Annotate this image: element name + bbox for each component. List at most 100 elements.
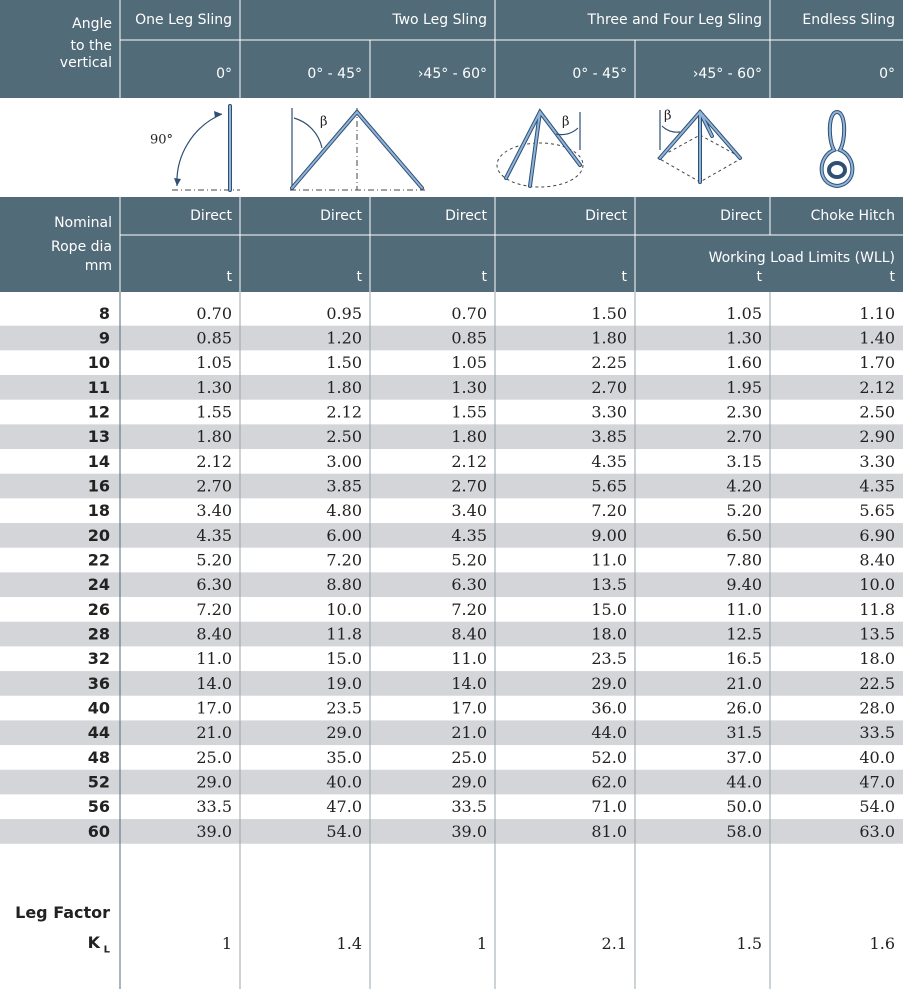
rope-diameter: 20 xyxy=(88,526,110,545)
wll-value: 1.70 xyxy=(859,353,895,372)
wll-value: 3.15 xyxy=(726,452,762,471)
wll-value: 15.0 xyxy=(326,649,362,668)
wll-value: 0.95 xyxy=(326,304,362,323)
row-bg xyxy=(0,523,903,548)
base-square xyxy=(656,134,744,183)
wll-value: 54.0 xyxy=(859,797,895,816)
angle: 0° - 45° xyxy=(307,66,362,82)
wll-value: 14.0 xyxy=(451,674,487,693)
wll-value: 2.12 xyxy=(451,452,487,471)
wll-value: 2.12 xyxy=(326,403,362,422)
wll-value: 47.0 xyxy=(859,773,895,792)
wll-value: 3.30 xyxy=(591,403,627,422)
diameter-label: mm xyxy=(85,258,112,274)
wll-value: 1.55 xyxy=(196,403,232,422)
wll-value: 12.5 xyxy=(726,625,762,644)
wll-value: 17.0 xyxy=(451,699,487,718)
unit: t xyxy=(622,269,628,285)
wll-value: 2.12 xyxy=(859,378,895,397)
row-bg xyxy=(0,671,903,696)
wll-value: 4.35 xyxy=(859,477,895,496)
endless-eye xyxy=(827,161,847,179)
diagram-label: β xyxy=(664,109,672,124)
unit: t xyxy=(482,269,488,285)
wll-value: 17.0 xyxy=(196,699,232,718)
angle-arc xyxy=(176,113,223,187)
wll-value: 13.5 xyxy=(591,575,627,594)
rope-diameter: 9 xyxy=(99,329,110,348)
leg-factor-value: 2.1 xyxy=(602,934,627,953)
sling-legs xyxy=(505,110,581,187)
wll-value: 8.40 xyxy=(196,625,232,644)
rope-diameter: 11 xyxy=(88,378,110,397)
unit: t xyxy=(357,269,363,285)
wll-value: 2.90 xyxy=(859,427,895,446)
rope-diameter: 60 xyxy=(88,822,110,841)
wll-value: 18.0 xyxy=(859,649,895,668)
row-bg xyxy=(0,769,903,795)
method: Direct xyxy=(190,208,232,224)
wll-value: 1.60 xyxy=(726,353,762,372)
wll-value: 21.0 xyxy=(726,674,762,693)
wll-value: 28.0 xyxy=(859,699,895,718)
rope-diameter: 56 xyxy=(88,797,110,816)
rope-diameter: 12 xyxy=(88,403,110,422)
leg-factor-value: 1.5 xyxy=(737,934,762,953)
rope-diameter: 16 xyxy=(88,477,110,496)
rope-diameter: 18 xyxy=(88,501,110,520)
row-bg xyxy=(0,473,903,499)
wll-value: 35.0 xyxy=(326,748,362,767)
wll-value: 1.55 xyxy=(451,403,487,422)
wll-value: 1.80 xyxy=(326,378,362,397)
wll-value: 4.80 xyxy=(326,501,362,520)
wll-value: 5.65 xyxy=(591,477,627,496)
wll-value: 11.0 xyxy=(726,600,762,619)
wll-value: 25.0 xyxy=(196,748,232,767)
wll-value: 2.30 xyxy=(726,403,762,422)
wll-value: 11.0 xyxy=(451,649,487,668)
wll-value: 15.0 xyxy=(591,600,627,619)
rope-diameter: 52 xyxy=(88,773,110,792)
wll-value: 2.70 xyxy=(196,477,232,496)
wll-value: 3.40 xyxy=(451,501,487,520)
unit: t xyxy=(890,269,896,285)
angle-arc xyxy=(555,127,579,136)
rope-diameter: 32 xyxy=(88,649,110,668)
wll-value: 62.0 xyxy=(591,773,627,792)
arrow-heads xyxy=(174,111,222,186)
wll-value: 2.70 xyxy=(591,378,627,397)
leg-factor-value: 1 xyxy=(477,934,487,953)
angle-label: vertical xyxy=(60,55,112,71)
wll-value: 1.05 xyxy=(196,353,232,372)
endless-sling xyxy=(820,110,854,188)
rope-diameter: 40 xyxy=(88,699,110,718)
rope-diameter: 8 xyxy=(99,304,110,323)
angle-label: Angle xyxy=(72,16,112,32)
wll-value: 5.20 xyxy=(451,551,487,570)
diagram-label: 90° xyxy=(150,133,173,148)
wll-value: 1.50 xyxy=(591,304,627,323)
wll-value: 7.80 xyxy=(726,551,762,570)
leg-factor-value: 1.6 xyxy=(870,934,895,953)
table-header-bg xyxy=(0,197,903,292)
wll-value: 7.20 xyxy=(326,551,362,570)
wll-value: 16.5 xyxy=(726,649,762,668)
method: Choke Hitch xyxy=(811,208,895,224)
wll-value: 0.85 xyxy=(196,329,232,348)
wll-value: 5.20 xyxy=(196,551,232,570)
diagram-label: β xyxy=(562,115,570,130)
wll-label: Working Load Limits (WLL) xyxy=(709,250,895,266)
wll-value: 19.0 xyxy=(326,674,362,693)
wll-value: 0.70 xyxy=(196,304,232,323)
wll-value: 6.50 xyxy=(726,526,762,545)
diagram-label: β xyxy=(320,115,328,130)
wll-value: 21.0 xyxy=(451,723,487,742)
row-bg xyxy=(0,621,903,647)
wll-value: 4.35 xyxy=(196,526,232,545)
rope-diameter: 14 xyxy=(88,452,110,471)
wll-value: 52.0 xyxy=(591,748,627,767)
sling-legs xyxy=(659,110,741,183)
wll-value: 21.0 xyxy=(196,723,232,742)
wll-value: 39.0 xyxy=(451,822,487,841)
